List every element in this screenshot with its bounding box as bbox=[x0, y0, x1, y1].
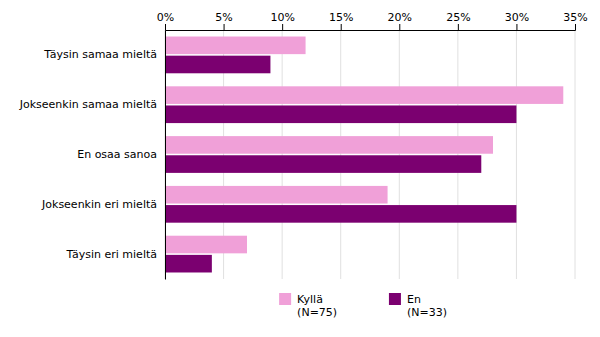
x-tick-mark bbox=[399, 24, 400, 30]
grid-line bbox=[457, 30, 458, 279]
legend-swatch bbox=[389, 293, 401, 305]
x-tick-label: 20% bbox=[388, 11, 412, 24]
x-tick-label: 10% bbox=[270, 11, 294, 24]
legend-label: En(N=33) bbox=[407, 293, 447, 319]
x-tick-label: 5% bbox=[215, 11, 232, 24]
plot: 0% 5% 10% 15% 20% 25% 30% 35% Täysin samaa mielt… bbox=[19, 11, 588, 280]
bars bbox=[165, 37, 563, 273]
legend-item: En(N=33) bbox=[389, 293, 447, 319]
x-tick-mark bbox=[341, 24, 342, 30]
bar bbox=[165, 205, 516, 223]
y-tick-label: Täysin eri mieltä bbox=[66, 248, 157, 261]
x-tick-mark bbox=[165, 24, 166, 30]
y-tick: Täysin eri mieltä bbox=[66, 248, 165, 261]
legend-swatch bbox=[279, 293, 291, 305]
grid-line bbox=[165, 30, 166, 279]
x-tick: 10% bbox=[270, 11, 294, 30]
x-tick: 30% bbox=[505, 11, 529, 30]
y-tick-label: Jokseenkin eri mieltä bbox=[41, 198, 157, 211]
x-tick: 35% bbox=[563, 11, 587, 30]
grid-line bbox=[516, 30, 517, 279]
bar bbox=[165, 86, 563, 104]
x-axis: 0% 5% 10% 15% 20% 25% 30% 35% bbox=[157, 11, 588, 31]
bar bbox=[165, 155, 481, 173]
y-tick: En osaa sanoa bbox=[77, 148, 165, 161]
y-tick-label: Täysin samaa mieltä bbox=[43, 48, 157, 61]
grid-line bbox=[340, 30, 341, 279]
x-tick: 25% bbox=[446, 11, 470, 30]
y-tick-label: En osaa sanoa bbox=[77, 148, 157, 161]
bar bbox=[165, 255, 212, 273]
x-tick: 15% bbox=[329, 11, 353, 30]
legend: Kyllä(N=75) En(N=33) bbox=[279, 293, 447, 319]
bar bbox=[165, 186, 388, 204]
legend-label: Kyllä(N=75) bbox=[297, 293, 337, 319]
grid-line bbox=[575, 30, 576, 279]
chart: 0% 5% 10% 15% 20% 25% 30% 35% Täysin samaa mielt… bbox=[0, 0, 600, 337]
x-tick-label: 25% bbox=[446, 11, 470, 24]
y-tick: Jokseenkin samaa mieltä bbox=[19, 98, 165, 111]
grid-line bbox=[282, 30, 283, 279]
y-tick: Jokseenkin eri mieltä bbox=[41, 198, 165, 211]
grid bbox=[165, 30, 575, 279]
x-tick-mark bbox=[458, 24, 459, 30]
axis-domain bbox=[166, 24, 576, 31]
bar bbox=[165, 136, 493, 154]
grid-line bbox=[399, 30, 400, 279]
x-tick-label: 0% bbox=[157, 11, 174, 24]
x-tick-label: 30% bbox=[505, 11, 529, 24]
y-tick: Täysin samaa mieltä bbox=[43, 48, 165, 61]
x-tick-mark bbox=[282, 24, 283, 30]
x-tick-mark bbox=[575, 24, 576, 30]
axis-domain bbox=[165, 31, 166, 280]
legend-item: Kyllä(N=75) bbox=[279, 293, 337, 319]
y-axis: Täysin samaa mieltä Jokseenkin samaa miel… bbox=[19, 31, 166, 280]
bar bbox=[165, 56, 270, 74]
x-tick-label: 35% bbox=[563, 11, 587, 24]
bar bbox=[165, 37, 306, 55]
x-tick: 0% bbox=[157, 11, 174, 30]
x-tick: 5% bbox=[215, 11, 232, 30]
y-tick-label: Jokseenkin samaa mieltä bbox=[19, 98, 157, 111]
x-tick-label: 15% bbox=[329, 11, 353, 24]
x-tick: 20% bbox=[388, 11, 412, 30]
x-tick-mark bbox=[224, 24, 225, 30]
bar bbox=[165, 105, 516, 123]
x-tick-mark bbox=[516, 24, 517, 30]
bar bbox=[165, 236, 247, 254]
